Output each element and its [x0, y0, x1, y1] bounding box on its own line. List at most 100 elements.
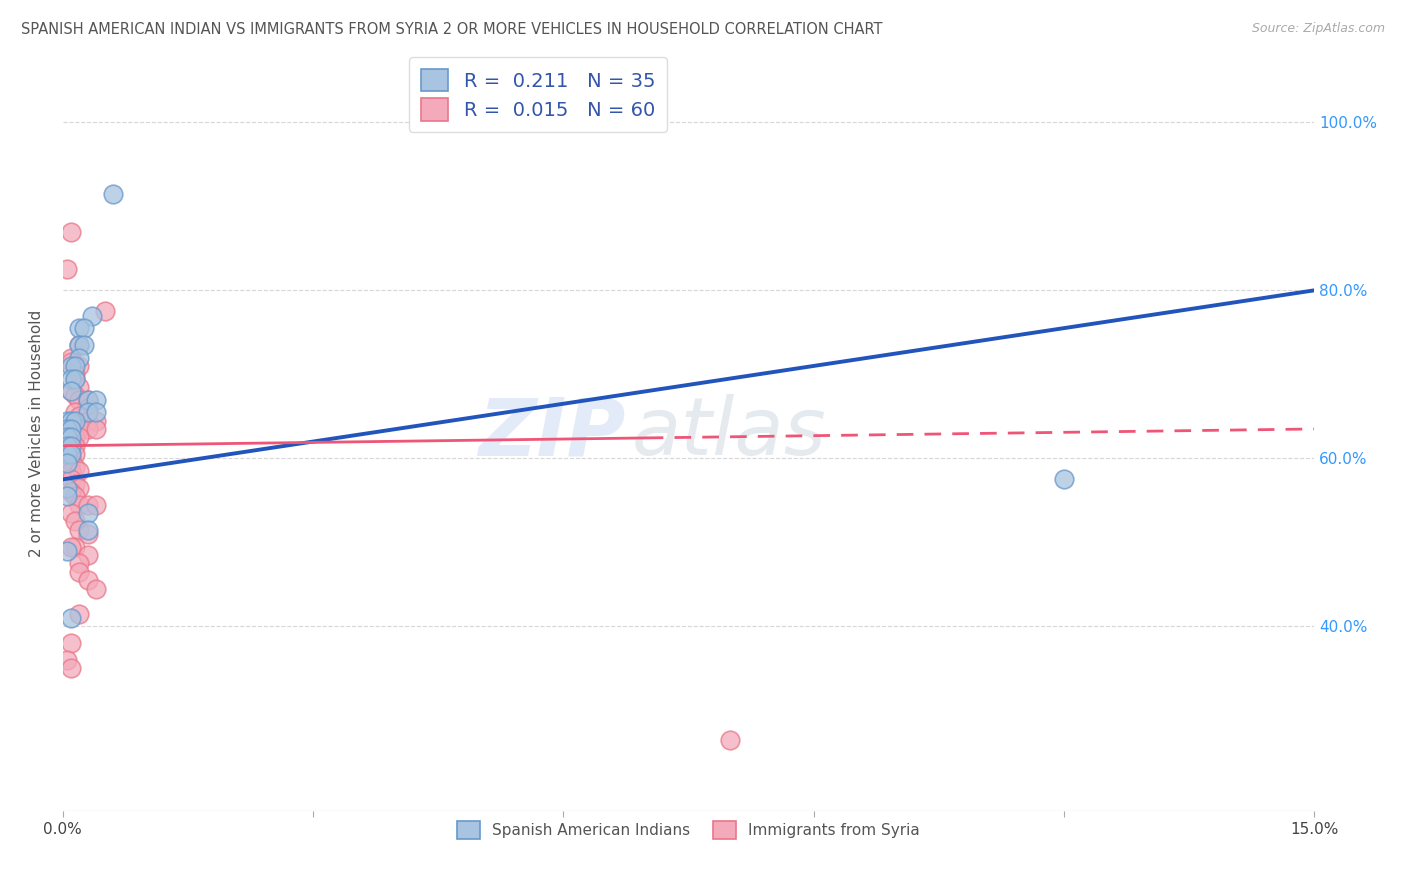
Point [60, 456, 83, 470]
Point [65, 430, 87, 444]
Text: Source: ZipAtlas.com: Source: ZipAtlas.com [1251, 22, 1385, 36]
Point [60, 430, 83, 444]
Point [60, 442, 83, 457]
Point [60, 426, 83, 441]
Point [84, 422, 107, 436]
Point [101, 186, 124, 201]
Point [56, 481, 79, 495]
Point [60, 359, 83, 373]
Point [65, 514, 87, 528]
Point [65, 405, 87, 419]
Point [65, 359, 87, 373]
Point [65, 540, 87, 554]
Point [69, 464, 91, 478]
Point [60, 661, 83, 675]
Point [60, 451, 83, 466]
Point [60, 413, 83, 427]
Point [60, 485, 83, 500]
Point [76, 498, 98, 512]
Point [56, 439, 79, 453]
Point [65, 447, 87, 461]
Point [69, 392, 91, 407]
Point [76, 401, 98, 415]
Point [76, 422, 98, 436]
Point [76, 548, 98, 562]
Point [76, 405, 98, 419]
Point [73, 321, 96, 335]
Point [84, 413, 107, 427]
Point [69, 481, 91, 495]
Point [60, 434, 83, 449]
Point [65, 413, 87, 427]
Point [69, 430, 91, 444]
Point [65, 489, 87, 503]
Y-axis label: 2 or more Vehicles in Household: 2 or more Vehicles in Household [30, 310, 44, 557]
Point [1053, 472, 1076, 486]
Point [76, 573, 98, 587]
Point [69, 607, 91, 621]
Point [60, 225, 83, 239]
Point [60, 384, 83, 399]
Point [65, 459, 87, 474]
Point [60, 540, 83, 554]
Point [69, 338, 91, 352]
Point [84, 582, 107, 596]
Point [69, 338, 91, 352]
Point [60, 506, 83, 520]
Point [76, 506, 98, 520]
Point [60, 371, 83, 385]
Point [56, 489, 79, 503]
Point [76, 413, 98, 427]
Point [69, 422, 91, 436]
Point [56, 430, 79, 444]
Point [60, 417, 83, 432]
Point [56, 413, 79, 427]
Point [65, 368, 87, 382]
Point [60, 636, 83, 650]
Point [60, 384, 83, 399]
Point [65, 388, 87, 402]
Point [60, 422, 83, 436]
Point [69, 380, 91, 394]
Point [60, 355, 83, 369]
Point [69, 557, 91, 571]
Point [65, 476, 87, 491]
Point [69, 409, 91, 424]
Point [56, 653, 79, 667]
Legend: Spanish American Indians, Immigrants from Syria: Spanish American Indians, Immigrants fro… [451, 815, 927, 845]
Point [84, 498, 107, 512]
Point [65, 439, 87, 453]
Text: ZIP: ZIP [478, 394, 626, 472]
Point [60, 464, 83, 478]
Point [76, 523, 98, 537]
Point [69, 498, 91, 512]
Point [56, 543, 79, 558]
Point [60, 472, 83, 486]
Point [60, 611, 83, 625]
Point [65, 417, 87, 432]
Point [69, 565, 91, 579]
Point [76, 392, 98, 407]
Point [60, 351, 83, 365]
Point [65, 371, 87, 385]
Point [65, 371, 87, 385]
Point [718, 732, 741, 747]
Text: SPANISH AMERICAN INDIAN VS IMMIGRANTS FROM SYRIA 2 OR MORE VEHICLES IN HOUSEHOLD: SPANISH AMERICAN INDIAN VS IMMIGRANTS FR… [21, 22, 883, 37]
Point [56, 447, 79, 461]
Point [69, 359, 91, 373]
Point [84, 405, 107, 419]
Point [80, 309, 103, 323]
Point [76, 392, 98, 407]
Point [69, 523, 91, 537]
Point [84, 392, 107, 407]
Point [60, 447, 83, 461]
Point [60, 439, 83, 453]
Point [56, 262, 79, 277]
Point [69, 321, 91, 335]
Point [76, 527, 98, 541]
Text: atlas: atlas [633, 394, 827, 472]
Point [93, 304, 115, 318]
Point [69, 351, 91, 365]
Point [73, 338, 96, 352]
Point [56, 456, 79, 470]
